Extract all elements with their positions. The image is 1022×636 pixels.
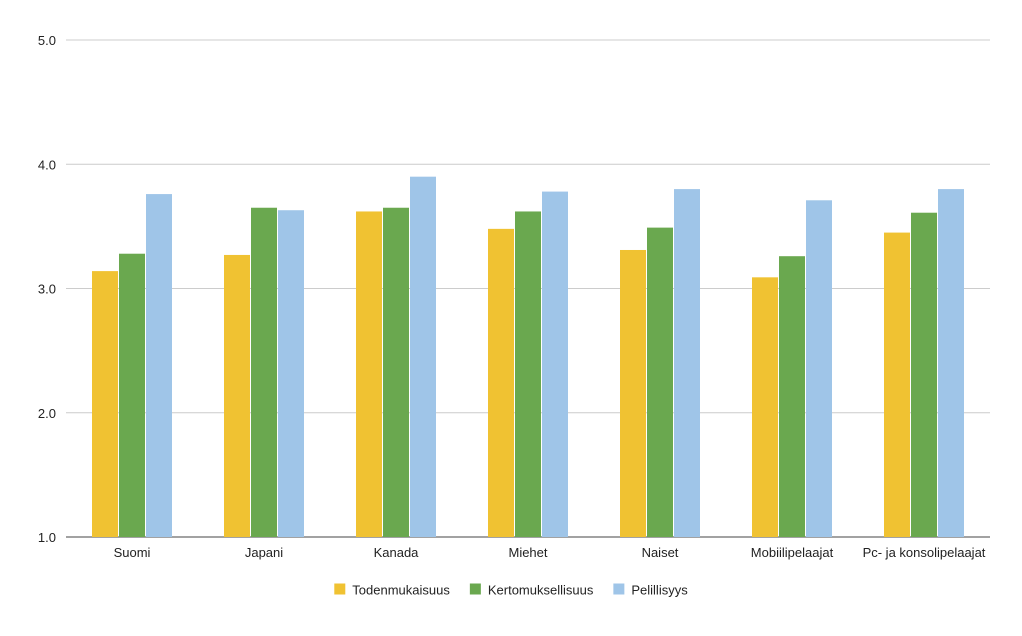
bar-kertomuksellisuus-pc-ja-konsolipelaajat[interactable] bbox=[911, 212, 937, 537]
bar-pelillisyys-naiset[interactable] bbox=[674, 189, 700, 537]
bar-kertomuksellisuus-japani[interactable] bbox=[251, 207, 277, 538]
x-category-label: Pc- ja konsolipelaajat bbox=[863, 545, 986, 560]
x-category-label: Kanada bbox=[374, 545, 420, 560]
legend: Todenmukaisuus Kertomuksellisuus Pelillisy… bbox=[334, 583, 688, 598]
bar-pelillisyys-japani[interactable] bbox=[278, 210, 304, 537]
y-tick-label: 5.0 bbox=[38, 33, 56, 48]
legend-swatch bbox=[613, 583, 625, 595]
legend-swatch bbox=[334, 583, 346, 595]
bar-pelillisyys-miehet[interactable] bbox=[542, 191, 568, 537]
y-tick-label: 2.0 bbox=[38, 406, 56, 421]
bar-todenmukaisuus-miehet[interactable] bbox=[488, 228, 514, 538]
x-category-label: Japani bbox=[245, 545, 283, 560]
bar-kertomuksellisuus-naiset[interactable] bbox=[647, 227, 673, 537]
x-category-label: Naiset bbox=[642, 545, 679, 560]
legend-label: Todenmukaisuus bbox=[352, 583, 450, 598]
x-category-label: Mobiilipelaajat bbox=[751, 545, 834, 560]
y-tick-label: 1.0 bbox=[38, 530, 56, 545]
bar-kertomuksellisuus-suomi[interactable] bbox=[119, 253, 145, 537]
x-category-label: Miehet bbox=[508, 545, 547, 560]
bar-pelillisyys-suomi[interactable] bbox=[146, 194, 172, 537]
bar-todenmukaisuus-kanada[interactable] bbox=[356, 211, 382, 537]
y-tick-label: 4.0 bbox=[38, 157, 56, 172]
bar-todenmukaisuus-japani[interactable] bbox=[224, 254, 250, 537]
bar-pelillisyys-pc-ja-konsolipelaajat[interactable] bbox=[938, 189, 964, 537]
bar-pelillisyys-kanada[interactable] bbox=[410, 176, 436, 538]
y-tick-label: 3.0 bbox=[38, 282, 56, 297]
legend-swatch bbox=[469, 583, 481, 595]
bar-kertomuksellisuus-mobiilipelaajat[interactable] bbox=[779, 256, 805, 537]
bars bbox=[92, 176, 964, 538]
bar-kertomuksellisuus-kanada[interactable] bbox=[383, 207, 409, 538]
bar-todenmukaisuus-suomi[interactable] bbox=[92, 271, 118, 537]
bar-todenmukaisuus-naiset[interactable] bbox=[620, 249, 646, 538]
legend-label: Pelillisyys bbox=[631, 583, 688, 598]
bar-todenmukaisuus-pc-ja-konsolipelaajat[interactable] bbox=[884, 232, 910, 537]
bar-pelillisyys-mobiilipelaajat[interactable] bbox=[806, 200, 832, 537]
bar-todenmukaisuus-mobiilipelaajat[interactable] bbox=[752, 277, 778, 537]
bar-kertomuksellisuus-miehet[interactable] bbox=[515, 211, 541, 537]
y-axis-ticks: 1.0 2.0 3.0 4.0 5.0 bbox=[38, 33, 56, 545]
legend-label: Kertomuksellisuus bbox=[488, 583, 594, 598]
x-axis: Suomi Japani Kanada Miehet Naiset Mobiilipela… bbox=[114, 545, 986, 560]
x-category-label: Suomi bbox=[114, 545, 151, 560]
